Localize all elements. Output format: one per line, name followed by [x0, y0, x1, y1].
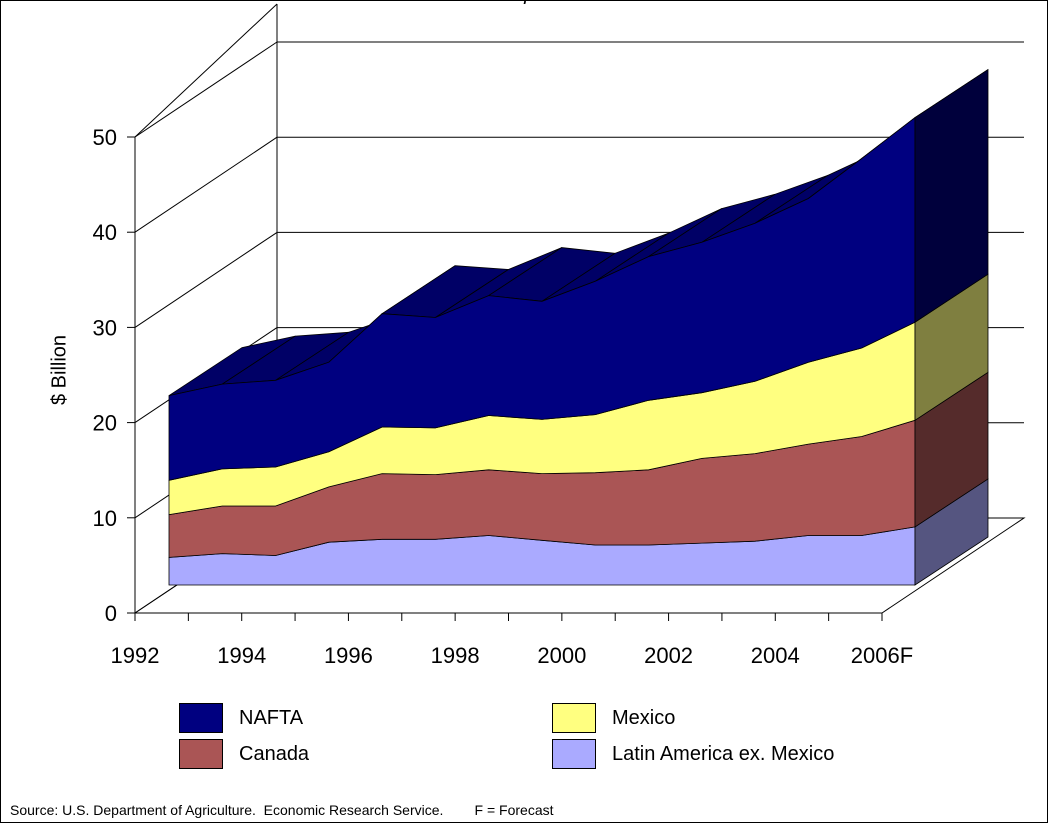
x-tick-label: 1994: [217, 643, 266, 668]
area-side-nafta: [914, 68, 989, 323]
legend-item-mexico: Mexico: [552, 702, 675, 734]
x-tick-label: 2002: [644, 643, 693, 668]
x-tick-label: 2006F: [851, 643, 913, 668]
legend-item-canada: Canada: [179, 738, 309, 770]
gridline-side: [134, 41, 278, 138]
legend-swatch-canada: [179, 739, 223, 769]
y-tick-label: 0: [105, 601, 117, 626]
legend-label-latin-america: Latin America ex. Mexico: [612, 742, 835, 765]
y-tick-label: 20: [93, 411, 117, 436]
y-axis-label: $ Billion: [48, 334, 71, 406]
x-tick-label: 1996: [324, 643, 373, 668]
y-tick-label: 50: [93, 125, 117, 150]
y-tick-label: 10: [93, 506, 117, 531]
legend-swatch-mexico: [552, 703, 596, 733]
x-tick-label: 1992: [111, 643, 160, 668]
side-wall-top-edge: [134, 3, 278, 138]
legend-label-mexico: Mexico: [612, 706, 676, 729]
gridline-side: [134, 231, 278, 328]
legend-label-nafta: NAFTA: [239, 706, 304, 729]
legend-swatch-latin-america: [552, 739, 596, 769]
x-tick-label: 2004: [751, 643, 800, 668]
gridline-side: [134, 136, 278, 233]
legend-label-canada: Canada: [239, 742, 310, 765]
source-note: Source: U.S. Department of Agriculture. …: [10, 802, 554, 818]
legend-item-latin-america: Latin America ex. Mexico: [552, 738, 834, 770]
x-tick-label: 1998: [431, 643, 480, 668]
legend-item-nafta: NAFTA: [179, 702, 303, 734]
y-tick-label: 40: [93, 220, 117, 245]
y-tick-label: 30: [93, 315, 117, 340]
legend-swatch-nafta: [179, 703, 223, 733]
x-tick-label: 2000: [537, 643, 586, 668]
